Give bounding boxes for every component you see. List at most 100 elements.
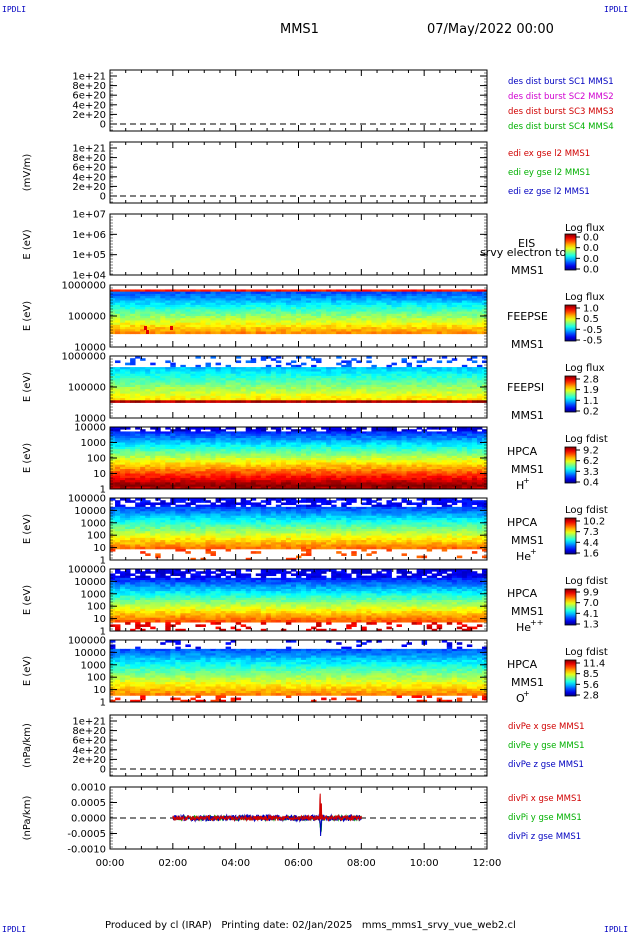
spectro-cell bbox=[280, 322, 287, 326]
spectro-cell bbox=[185, 389, 191, 392]
spectro-cell bbox=[316, 291, 322, 295]
spectro-cell bbox=[351, 311, 357, 315]
spectro-cell bbox=[301, 451, 307, 454]
spectro-cell bbox=[260, 440, 267, 443]
spectro-cell bbox=[396, 449, 402, 452]
spectro-cell bbox=[245, 387, 252, 390]
spectro-cell bbox=[336, 438, 342, 441]
spectro-cell bbox=[260, 380, 267, 383]
spectro-cell bbox=[230, 309, 237, 312]
spectro-cell bbox=[471, 431, 478, 435]
spectro-cell bbox=[386, 464, 392, 468]
spectro-cell bbox=[331, 393, 337, 397]
spectro-cell bbox=[431, 389, 438, 392]
spectro-cell bbox=[185, 431, 191, 435]
spectro-cell bbox=[230, 293, 237, 297]
spectro-cell bbox=[406, 455, 412, 459]
spectro-cell bbox=[135, 296, 141, 299]
spectro-cell bbox=[391, 469, 397, 472]
spectro-cell bbox=[270, 327, 277, 330]
spectro-cell bbox=[225, 444, 232, 448]
spectro-cell bbox=[371, 438, 377, 441]
spectro-cell bbox=[155, 367, 161, 370]
spectro-cell bbox=[170, 389, 176, 392]
legend-entry: edi ey gse l2 MMS1 bbox=[508, 168, 590, 178]
spectro-cell bbox=[260, 469, 267, 472]
spectro-cell bbox=[406, 313, 412, 317]
spectro-cell bbox=[235, 313, 242, 317]
spectro-cell bbox=[361, 427, 367, 430]
spectro-cell bbox=[270, 458, 277, 461]
spectro-cell bbox=[316, 460, 322, 463]
spectro-cell bbox=[175, 449, 181, 452]
spectro-cell bbox=[401, 322, 407, 326]
spectro-cell bbox=[451, 462, 458, 466]
spectro-cell bbox=[135, 313, 141, 317]
spectro-cell bbox=[471, 302, 478, 306]
spectro-cell bbox=[155, 453, 161, 457]
spectro-cell bbox=[125, 387, 131, 390]
spectro-cell bbox=[381, 462, 387, 466]
spectro-cell bbox=[120, 458, 126, 461]
spectro-cell bbox=[436, 449, 443, 452]
spectro-cell bbox=[321, 311, 327, 315]
spectro-cell bbox=[426, 309, 433, 312]
spectro-cell bbox=[401, 331, 407, 335]
spectro-cell bbox=[326, 444, 332, 448]
spectro-cell bbox=[220, 380, 227, 383]
spectro-cell bbox=[265, 431, 272, 435]
spectro-cell bbox=[336, 458, 342, 461]
spectro-cell bbox=[366, 380, 372, 383]
spectro-cell bbox=[386, 313, 392, 317]
spectro-cell bbox=[225, 400, 232, 403]
spectro-cell bbox=[366, 391, 372, 395]
spectro-cell bbox=[265, 296, 272, 299]
spectro-cell bbox=[361, 453, 367, 457]
colorbar bbox=[564, 233, 577, 271]
spectro-cell bbox=[195, 433, 201, 437]
spectro-cell bbox=[275, 360, 282, 364]
spectro-cell bbox=[406, 442, 412, 446]
spectro-cell bbox=[295, 384, 302, 388]
spectro-cell bbox=[125, 331, 131, 335]
spectro-cell bbox=[150, 435, 156, 439]
spectro-cell bbox=[265, 375, 272, 379]
spectro-cell bbox=[411, 433, 418, 437]
spectro-cell bbox=[396, 320, 402, 324]
spectro-cell bbox=[446, 304, 453, 308]
spectro-cell bbox=[396, 375, 402, 379]
spectro-cell bbox=[401, 469, 407, 472]
spectro-cell bbox=[200, 431, 206, 435]
spectro-cell bbox=[275, 440, 282, 443]
spectro-cell bbox=[336, 464, 342, 468]
spectro-cell bbox=[255, 438, 262, 441]
spectro-cell bbox=[401, 393, 407, 397]
spectro-cell bbox=[205, 442, 211, 446]
spectro-cell bbox=[160, 327, 166, 330]
spectro-cell bbox=[145, 391, 151, 395]
spectro-cell bbox=[220, 429, 227, 432]
spectro-cell bbox=[180, 393, 186, 397]
spectro-cell bbox=[185, 384, 191, 388]
spectro-cell bbox=[240, 369, 247, 372]
spectro-cell bbox=[215, 378, 221, 381]
spectro-cell bbox=[336, 362, 342, 366]
spectro-cell bbox=[190, 304, 196, 308]
spectro-cell bbox=[205, 375, 211, 379]
spectro-cell bbox=[416, 444, 423, 448]
spectro-cell bbox=[446, 318, 453, 321]
spectro-cell bbox=[170, 453, 176, 457]
y-tick-label: 100000 bbox=[68, 312, 106, 323]
spectro-cell bbox=[451, 433, 458, 437]
spectro-cell bbox=[311, 373, 317, 377]
spectro-cell bbox=[250, 360, 257, 364]
spectro-cell bbox=[205, 331, 211, 335]
spectro-cell bbox=[346, 427, 352, 430]
spectro-cell bbox=[316, 327, 322, 330]
spectro-cell bbox=[275, 438, 282, 441]
spectro-cell bbox=[476, 309, 483, 312]
spectro-cell bbox=[275, 291, 282, 295]
spectro-cell bbox=[476, 438, 483, 441]
spectro-cell bbox=[290, 471, 297, 474]
spectro-cell bbox=[180, 435, 186, 439]
